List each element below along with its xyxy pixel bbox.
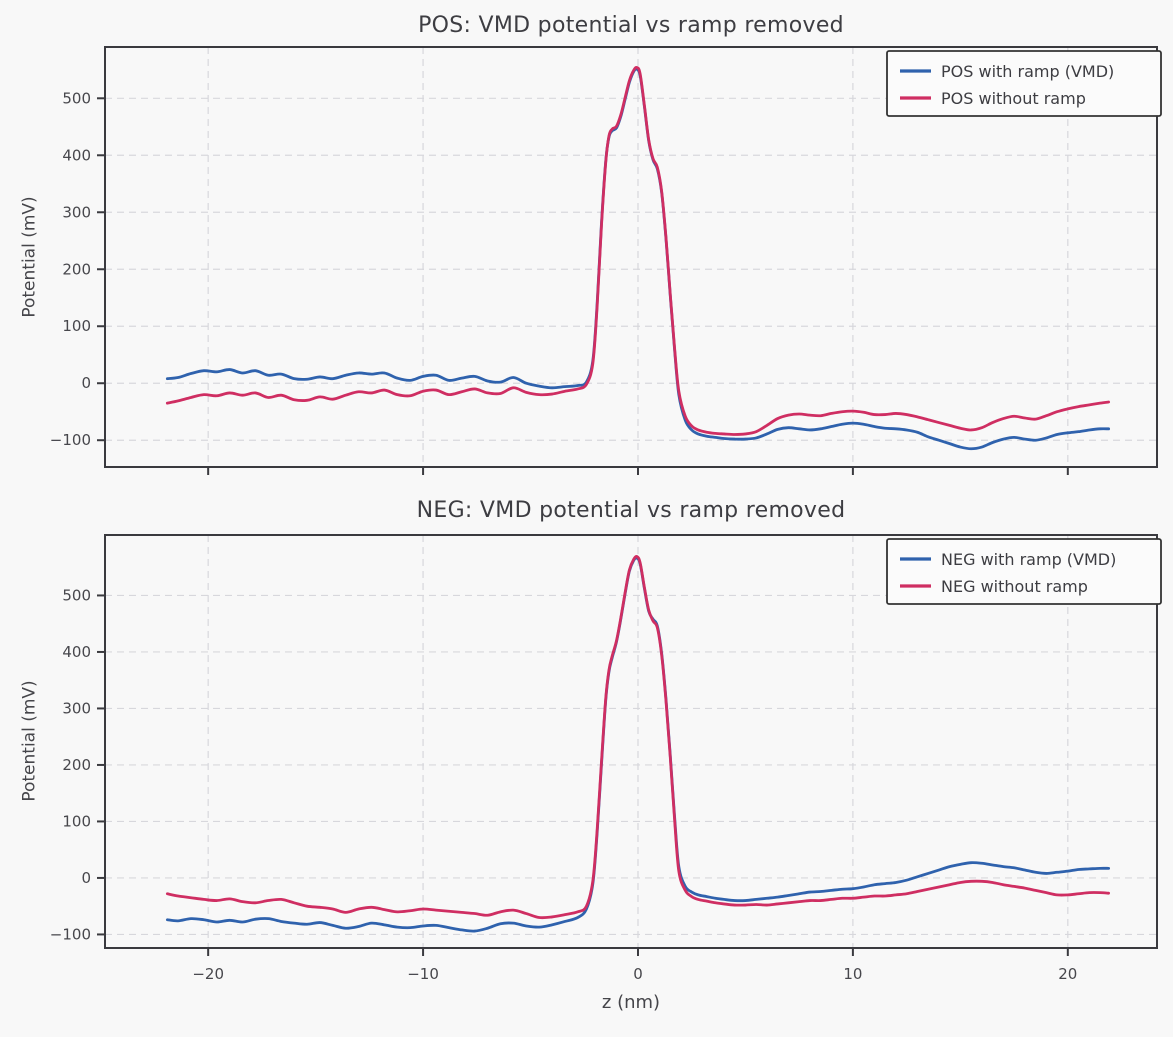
x-axis-label: z (nm) (601, 992, 661, 1013)
pos-without-ramp-line (165, 65, 1111, 436)
y-tick-label: 0 (81, 374, 91, 392)
y-tick-label: 0 (81, 869, 91, 887)
legend-box (886, 50, 1162, 117)
x-tick-label: −10 (407, 965, 439, 983)
axes-spines (104, 46, 1158, 468)
x-tick-label: 10 (843, 965, 862, 983)
axes-background (105, 47, 1157, 467)
pos-subplot-title: POS: VMD potential vs ramp removed (418, 13, 844, 38)
y-tick-label: 100 (62, 317, 91, 335)
neg-without-ramp-line (165, 554, 1111, 920)
x-tick-label: −20 (192, 965, 224, 983)
axes-spines (104, 534, 1158, 949)
y-tick-label: 300 (62, 203, 91, 221)
y-tick-label: 300 (62, 699, 91, 717)
y-tick-label: 200 (62, 260, 91, 278)
y-tick-label: 500 (62, 89, 91, 107)
y-tick-label: 200 (62, 756, 91, 774)
legend-box (886, 538, 1162, 605)
legend-entry-label: NEG with ramp (VMD) (941, 550, 1116, 569)
legend-entry-label: NEG without ramp (941, 577, 1088, 596)
y-tick-label: 400 (62, 643, 91, 661)
x-tick-label: 20 (1058, 965, 1077, 983)
neg-subplot-title: NEG: VMD potential vs ramp removed (416, 498, 846, 523)
legend-entry-label: POS without ramp (941, 89, 1086, 108)
y-tick-label: 100 (62, 812, 91, 830)
y-tick-label: 500 (62, 586, 91, 604)
x-tick-label: 0 (633, 965, 643, 983)
y-tick-label: −100 (50, 431, 91, 449)
legend-entry-label: POS with ramp (VMD) (941, 62, 1114, 81)
y-tick-label: −100 (50, 925, 91, 943)
y-tick-label: 400 (62, 146, 91, 164)
